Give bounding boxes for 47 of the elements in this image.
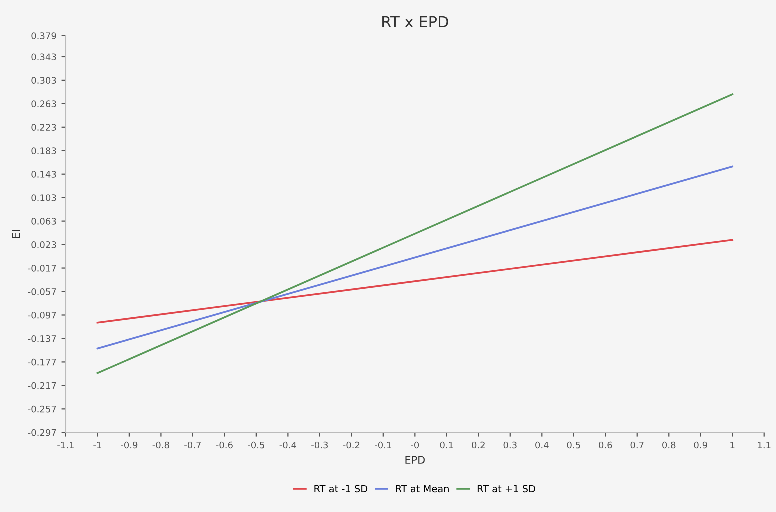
x-tick-label: -0 <box>411 442 420 449</box>
x-tick-label: 0.3 <box>504 442 517 449</box>
y-tick-label: -0.177 <box>28 358 56 366</box>
legend-label: RT at +1 SD <box>478 485 536 493</box>
y-tick-label: -0.017 <box>28 265 56 272</box>
y-axis-title: EI <box>12 230 20 238</box>
y-tick-label: -0.057 <box>28 288 56 296</box>
y-tick-label: -0.257 <box>28 406 56 413</box>
legend-label: RT at Mean <box>396 485 449 493</box>
x-tick-label: 0.4 <box>536 442 549 449</box>
chart-title: RT x EPD <box>382 16 448 28</box>
x-tick-label: -0.9 <box>121 442 138 449</box>
y-tick-label: 0.103 <box>32 194 56 202</box>
x-tick-label: 1.1 <box>758 442 771 449</box>
y-tick-label: 0.143 <box>32 171 56 178</box>
x-tick-label: 0.7 <box>630 442 644 449</box>
x-tick-label: 0.5 <box>567 442 580 449</box>
x-tick-label: -0.7 <box>184 442 201 449</box>
y-tick-label: 0.303 <box>32 77 56 84</box>
y-tick-label: -0.097 <box>28 312 56 319</box>
y-tick-label: 0.183 <box>32 148 56 154</box>
x-tick-label: -0.3 <box>312 442 328 449</box>
x-tick-label: 0.8 <box>662 442 676 449</box>
x-tick-label: -0.8 <box>152 442 170 449</box>
x-tick-label: 0.2 <box>472 442 485 449</box>
y-tick-label: 0.223 <box>32 124 56 131</box>
x-tick-label: -1 <box>94 442 102 449</box>
x-tick-label: 1 <box>730 442 735 449</box>
x-tick-label: 0.6 <box>599 442 612 449</box>
y-tick-label: 0.379 <box>32 32 56 40</box>
y-tick-label: 0.263 <box>32 100 56 108</box>
x-axis-title: EPD <box>406 456 425 464</box>
x-tick-label: -0.2 <box>343 442 360 449</box>
y-tick-label: 0.343 <box>32 54 56 61</box>
x-tick-label: -1.1 <box>58 442 74 449</box>
y-tick-label: 0.063 <box>32 218 56 225</box>
legend-label: RT at -1 SD <box>314 485 368 493</box>
y-tick-label: -0.137 <box>28 335 56 342</box>
x-tick-label: -0.4 <box>280 442 296 449</box>
x-tick-label: -0.1 <box>375 442 392 449</box>
x-tick-label: 0.9 <box>694 442 708 449</box>
y-tick-label: -0.217 <box>28 382 56 390</box>
x-tick-label: 0.1 <box>440 442 454 449</box>
y-tick-label: -0.297 <box>28 429 56 436</box>
x-tick-label: -0.6 <box>216 442 233 449</box>
y-tick-label: 0.023 <box>32 242 56 248</box>
x-tick-label: -0.5 <box>248 442 264 449</box>
